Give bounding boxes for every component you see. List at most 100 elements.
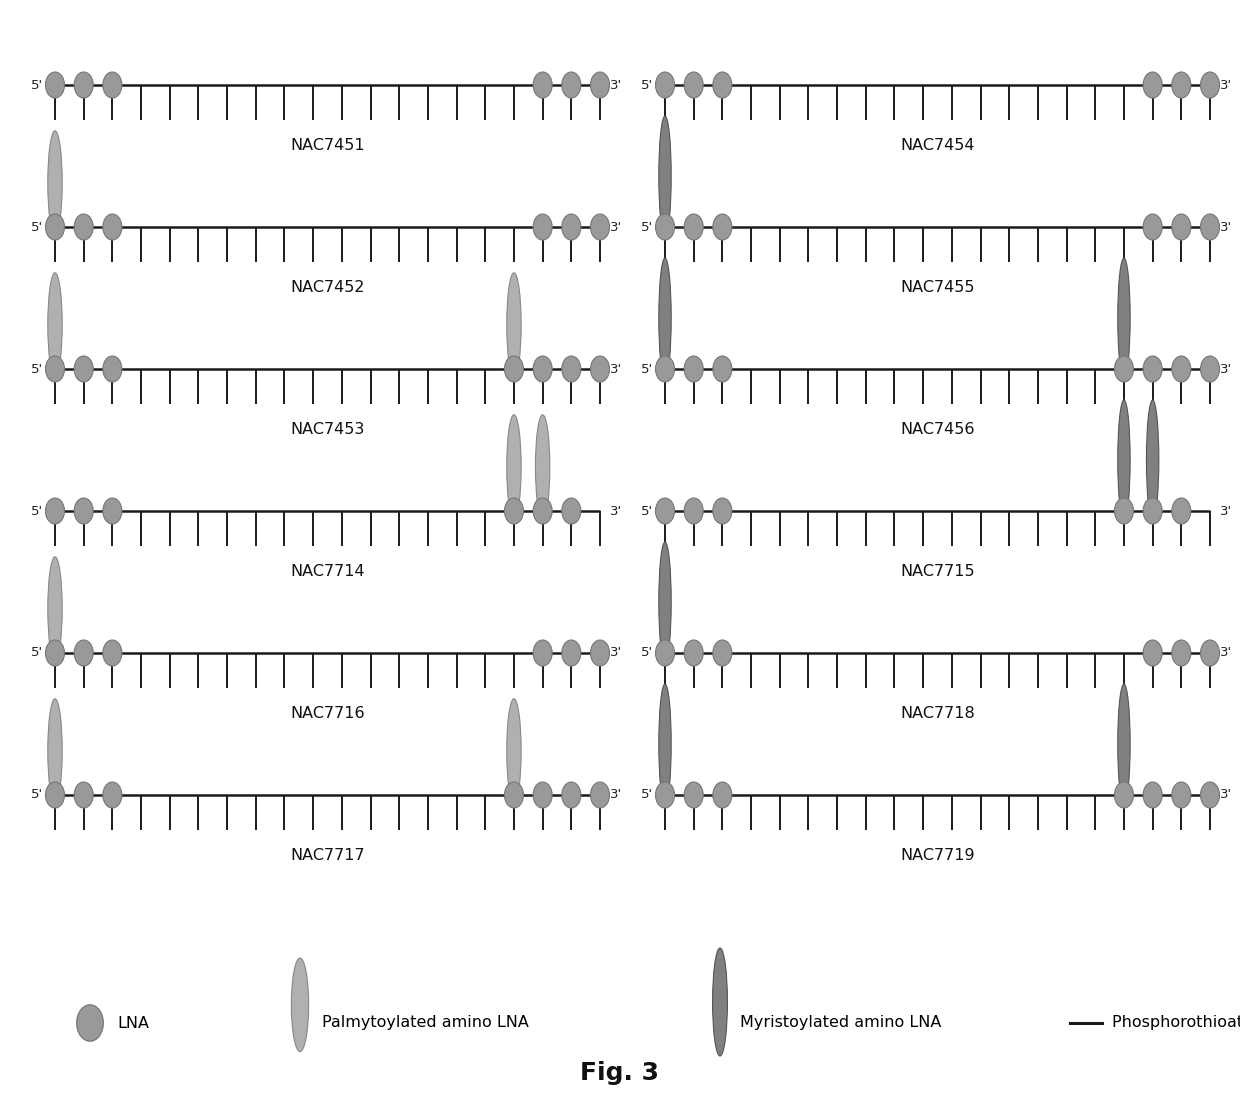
Ellipse shape: [103, 214, 122, 240]
Ellipse shape: [48, 131, 62, 234]
Text: NAC7452: NAC7452: [290, 280, 365, 296]
Text: 3': 3': [1220, 647, 1233, 660]
Ellipse shape: [74, 72, 93, 98]
Text: 5': 5': [31, 220, 43, 233]
Text: 3': 3': [1220, 362, 1233, 376]
Ellipse shape: [103, 498, 122, 524]
Ellipse shape: [713, 72, 732, 98]
Text: 5': 5': [641, 504, 653, 518]
Ellipse shape: [684, 214, 703, 240]
Text: 3': 3': [610, 789, 622, 801]
Ellipse shape: [562, 498, 580, 524]
Text: NAC7454: NAC7454: [900, 138, 975, 153]
Ellipse shape: [103, 640, 122, 665]
Ellipse shape: [713, 214, 732, 240]
Ellipse shape: [1200, 72, 1219, 98]
Ellipse shape: [684, 640, 703, 665]
Ellipse shape: [658, 116, 671, 236]
Ellipse shape: [1115, 782, 1133, 808]
Ellipse shape: [590, 640, 610, 665]
Ellipse shape: [46, 214, 64, 240]
Text: 3': 3': [610, 504, 622, 518]
Text: Myristoylated amino LNA: Myristoylated amino LNA: [740, 1015, 941, 1031]
Ellipse shape: [1117, 258, 1130, 378]
Ellipse shape: [103, 72, 122, 98]
Ellipse shape: [507, 699, 521, 803]
Text: 5': 5': [641, 362, 653, 376]
Text: 3': 3': [1220, 220, 1233, 233]
Ellipse shape: [590, 72, 610, 98]
Ellipse shape: [1117, 400, 1130, 520]
Ellipse shape: [656, 72, 675, 98]
Text: 5': 5': [641, 220, 653, 233]
Text: NAC7717: NAC7717: [290, 848, 365, 863]
Ellipse shape: [533, 498, 552, 524]
Ellipse shape: [507, 273, 521, 377]
Ellipse shape: [533, 72, 552, 98]
Text: NAC7451: NAC7451: [290, 138, 365, 153]
Ellipse shape: [656, 640, 675, 665]
Ellipse shape: [590, 782, 610, 808]
Ellipse shape: [1147, 400, 1159, 520]
Ellipse shape: [1143, 640, 1162, 665]
Ellipse shape: [656, 498, 675, 524]
Ellipse shape: [1172, 72, 1190, 98]
Ellipse shape: [48, 557, 62, 661]
Ellipse shape: [1200, 214, 1219, 240]
Text: 5': 5': [641, 647, 653, 660]
Ellipse shape: [1200, 640, 1219, 665]
Text: Fig. 3: Fig. 3: [580, 1061, 660, 1085]
Ellipse shape: [74, 640, 93, 665]
Ellipse shape: [1143, 498, 1162, 524]
Ellipse shape: [1200, 782, 1219, 808]
Ellipse shape: [533, 356, 552, 382]
Ellipse shape: [74, 356, 93, 382]
Text: 5': 5': [31, 789, 43, 801]
Ellipse shape: [1172, 356, 1190, 382]
Ellipse shape: [562, 356, 580, 382]
Ellipse shape: [1143, 72, 1162, 98]
Ellipse shape: [46, 640, 64, 665]
Ellipse shape: [1172, 498, 1190, 524]
Ellipse shape: [713, 498, 732, 524]
Ellipse shape: [684, 356, 703, 382]
Ellipse shape: [505, 356, 523, 382]
Text: 3': 3': [1220, 79, 1233, 91]
Ellipse shape: [507, 414, 521, 519]
Ellipse shape: [536, 414, 549, 519]
Ellipse shape: [562, 214, 580, 240]
Ellipse shape: [562, 72, 580, 98]
Ellipse shape: [1143, 782, 1162, 808]
Ellipse shape: [658, 684, 671, 804]
Ellipse shape: [656, 214, 675, 240]
Ellipse shape: [713, 640, 732, 665]
Ellipse shape: [74, 498, 93, 524]
Ellipse shape: [656, 356, 675, 382]
Text: 3': 3': [610, 79, 622, 91]
Ellipse shape: [1115, 498, 1133, 524]
Ellipse shape: [1172, 782, 1190, 808]
Ellipse shape: [77, 1004, 103, 1041]
Text: 3': 3': [1220, 504, 1233, 518]
Ellipse shape: [1172, 214, 1190, 240]
Ellipse shape: [1143, 214, 1162, 240]
Text: 3': 3': [610, 647, 622, 660]
Ellipse shape: [46, 72, 64, 98]
Ellipse shape: [46, 356, 64, 382]
Text: 3': 3': [1220, 789, 1233, 801]
Text: LNA: LNA: [117, 1015, 149, 1031]
Text: 3': 3': [610, 220, 622, 233]
Text: 5': 5': [641, 79, 653, 91]
Ellipse shape: [74, 214, 93, 240]
Ellipse shape: [46, 782, 64, 808]
Text: NAC7719: NAC7719: [900, 848, 975, 863]
Ellipse shape: [1172, 640, 1190, 665]
Text: Palmytoylated amino LNA: Palmytoylated amino LNA: [322, 1015, 529, 1031]
Text: 5': 5': [31, 504, 43, 518]
Ellipse shape: [658, 542, 671, 662]
Ellipse shape: [658, 258, 671, 378]
Text: 5': 5': [641, 789, 653, 801]
Text: NAC7714: NAC7714: [290, 564, 365, 579]
Ellipse shape: [713, 356, 732, 382]
Text: NAC7456: NAC7456: [900, 422, 975, 437]
